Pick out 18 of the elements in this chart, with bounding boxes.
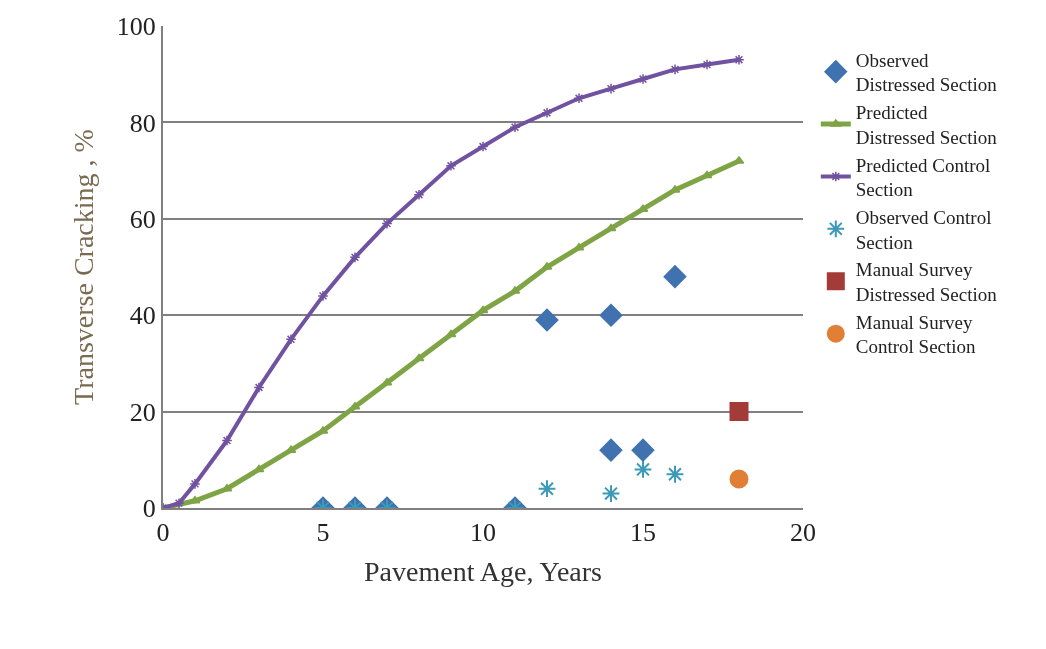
legend-label: Manual Survey Distressed Section bbox=[855, 259, 998, 306]
legend-label: Predicted Control Section bbox=[855, 154, 991, 201]
legend-label: Predicted Distressed Section bbox=[855, 102, 998, 148]
x-tick-label: 15 bbox=[630, 518, 656, 548]
y-tick-label: 80 bbox=[129, 108, 156, 138]
legend-label: Observed Control Section bbox=[855, 206, 992, 253]
x-tick-label: 20 bbox=[790, 518, 816, 548]
y-tick-label: 60 bbox=[129, 204, 156, 234]
legend-label: Observed Distressed Section bbox=[855, 49, 998, 96]
y-axis-title: Transverse Cracking , % bbox=[68, 129, 99, 405]
x-axis-title: Pavement Age, Years bbox=[364, 555, 602, 587]
y-tick-label: 40 bbox=[129, 301, 156, 331]
y-tick-label: 100 bbox=[116, 12, 156, 42]
legend-label: Manual Survey Control Section bbox=[855, 311, 977, 358]
y-tick-label: 0 bbox=[142, 494, 156, 524]
x-tick-label: 5 bbox=[316, 518, 330, 548]
y-tick-label: 20 bbox=[129, 397, 156, 427]
x-tick-label: 10 bbox=[470, 518, 496, 548]
